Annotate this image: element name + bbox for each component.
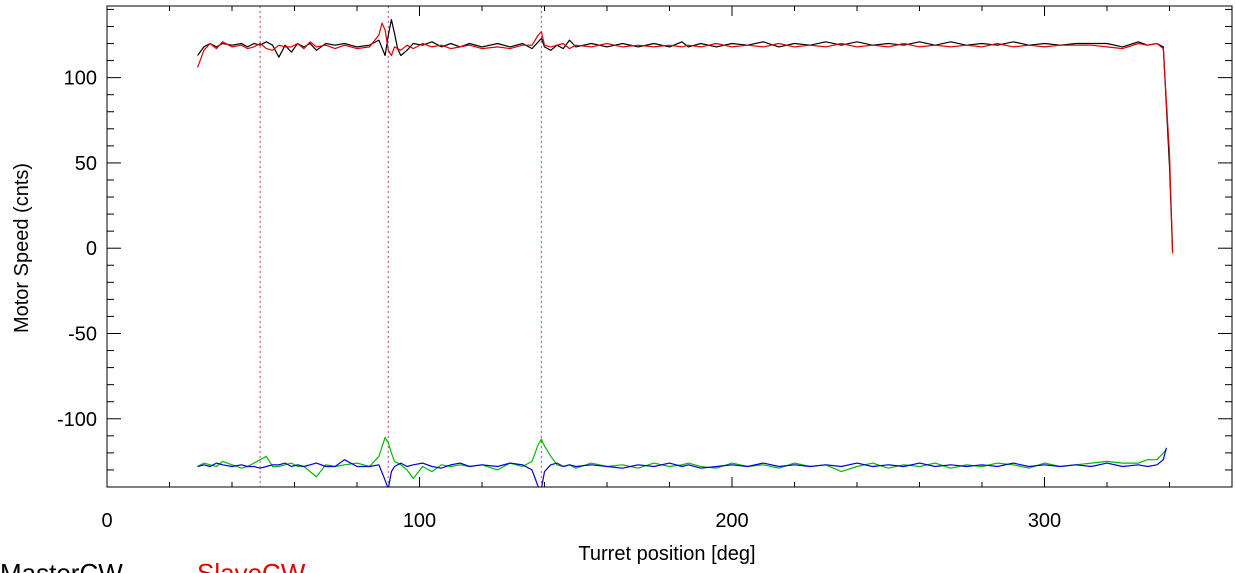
- y-tick-label: 100: [64, 68, 97, 90]
- vertical-markers: [259, 6, 542, 487]
- y-tick-label: 50: [75, 153, 97, 175]
- x-tick-label: 100: [403, 510, 436, 532]
- legend: MasterCW SlaveCW: [0, 558, 306, 573]
- legend-label-0: MasterCW: [0, 558, 123, 573]
- series-layer: [197, 19, 1174, 487]
- y-tick-labels: 100 50 0 -50 -100: [57, 68, 97, 431]
- series-line-1: [197, 22, 1174, 254]
- legend-label-1: SlaveCW: [197, 558, 306, 573]
- y-tick-label: -50: [68, 323, 97, 345]
- y-axis-label: Motor Speed (cnts): [11, 163, 33, 333]
- plot-frame: [106, 5, 1233, 488]
- y-ticks: [107, 8, 1232, 488]
- x-ticks: [106, 6, 1233, 487]
- series-line-2: [197, 436, 1167, 480]
- x-tick-labels: 0 100 200 300: [101, 510, 1061, 532]
- x-tick-label: 300: [1028, 510, 1061, 532]
- series-line-3: [197, 447, 1167, 487]
- x-axis-label: Turret position [deg]: [578, 543, 755, 565]
- series-line-0: [197, 19, 1174, 252]
- x-tick-label: 0: [101, 510, 112, 532]
- y-tick-label: 0: [86, 238, 97, 260]
- y-tick-label: -100: [57, 409, 97, 431]
- x-tick-label: 200: [715, 510, 748, 532]
